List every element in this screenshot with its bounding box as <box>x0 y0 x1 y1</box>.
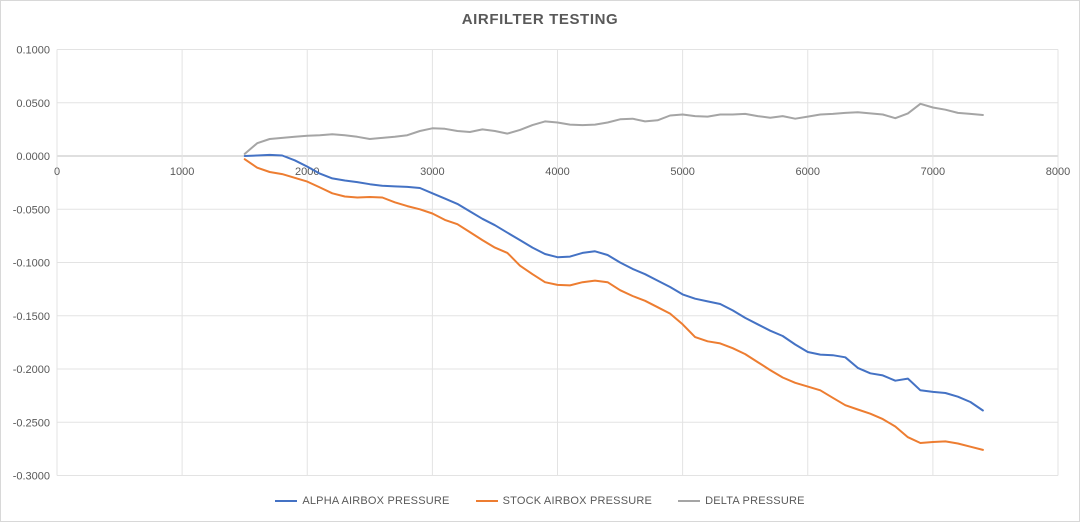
legend-item-delta-pressure[interactable]: DELTA PRESSURE <box>678 495 805 507</box>
y-tick-label: -0.0500 <box>13 204 50 216</box>
x-tick-label: 3000 <box>420 166 444 178</box>
legend-label: ALPHA AIRBOX PRESSURE <box>302 495 450 507</box>
y-tick-label: -0.2000 <box>13 364 50 376</box>
y-tick-label: 0.0000 <box>16 151 50 163</box>
legend: ALPHA AIRBOX PRESSURE STOCK AIRBOX PRESSU… <box>1 495 1079 507</box>
y-tick-label: 0.0500 <box>16 98 50 110</box>
legend-label: DELTA PRESSURE <box>705 495 805 507</box>
y-tick-label: -0.1000 <box>13 258 50 270</box>
y-tick-label: -0.1500 <box>13 311 50 323</box>
x-tick-label: 4000 <box>545 166 569 178</box>
y-tick-label: -0.3000 <box>13 471 50 483</box>
chart-title: AIRFILTER TESTING <box>461 11 619 28</box>
legend-item-stock-airbox-pressure[interactable]: STOCK AIRBOX PRESSURE <box>475 495 653 507</box>
x-tick-label: 6000 <box>796 166 820 178</box>
x-tick-label: 5000 <box>670 166 694 178</box>
x-tick-label: 8000 <box>1046 166 1070 178</box>
series-line-alpha-airbox-pressure[interactable] <box>243 153 984 412</box>
series-line-delta-pressure[interactable] <box>243 102 984 155</box>
legend-line-marker <box>475 500 498 502</box>
series-line-stock-airbox-pressure[interactable] <box>243 158 984 451</box>
x-tick-label: 1000 <box>170 166 194 178</box>
legend-line-marker <box>678 500 701 502</box>
y-tick-label: -0.2500 <box>13 417 50 429</box>
legend-item-alpha-airbox-pressure[interactable]: ALPHA AIRBOX PRESSURE <box>275 495 449 507</box>
legend-label: STOCK AIRBOX PRESSURE <box>502 495 653 507</box>
x-tick-label: 7000 <box>921 166 945 178</box>
legend-line-marker <box>275 500 298 502</box>
y-tick-label: 0.1000 <box>16 45 50 57</box>
x-tick-label: 0 <box>54 166 60 178</box>
